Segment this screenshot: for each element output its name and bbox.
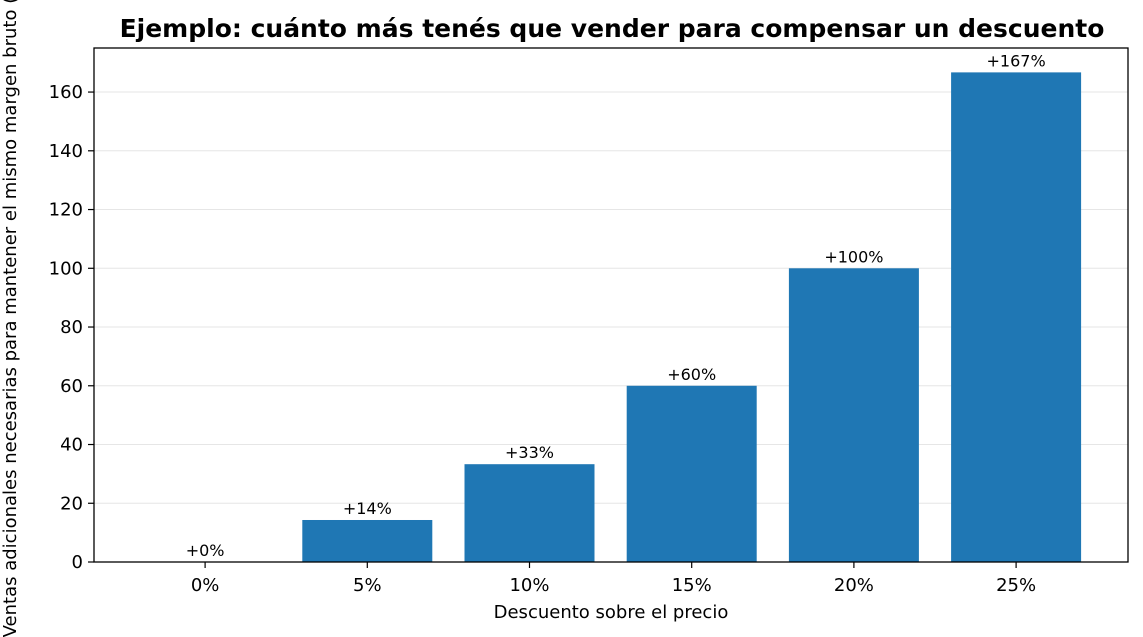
y-tick-label: 0	[72, 552, 83, 573]
y-axis-ticks: 0 20 40 60 80 100 120 140 160	[49, 82, 94, 573]
bars	[302, 72, 1082, 562]
bar	[302, 519, 433, 562]
data-labels: +0% +14% +33% +60% +100% +167%	[186, 51, 1046, 560]
bar	[951, 72, 1082, 562]
x-tick-label: 0%	[191, 575, 220, 596]
plot-frame	[93, 47, 1129, 563]
bar-value-label: +0%	[186, 541, 225, 560]
x-tick-label: 15%	[672, 575, 712, 596]
x-tick-label: 25%	[996, 575, 1036, 596]
y-tick-label: 120	[49, 200, 83, 221]
x-axis-label: Descuento sobre el precio	[494, 602, 729, 623]
y-tick-label: 140	[49, 141, 83, 162]
bar-value-label: +33%	[505, 443, 554, 462]
x-axis-ticks: 0% 5% 10% 15% 20% 25%	[191, 562, 1036, 596]
bar-value-label: +60%	[667, 365, 716, 384]
x-tick-label: 10%	[509, 575, 549, 596]
y-axis-label: Ventas adicionales necesarias para mante…	[0, 0, 21, 637]
y-tick-label: 20	[60, 493, 83, 514]
bar	[464, 464, 595, 562]
bar-value-label: +100%	[824, 247, 883, 266]
y-tick-label: 160	[49, 82, 83, 103]
bar	[626, 385, 757, 562]
grid-lines	[94, 91, 1128, 563]
x-tick-label: 5%	[353, 575, 382, 596]
y-tick-label: 100	[49, 258, 83, 279]
x-tick-label: 20%	[834, 575, 874, 596]
bar	[788, 268, 919, 562]
bar-value-label: +167%	[987, 51, 1046, 70]
y-tick-label: 40	[60, 435, 83, 456]
y-tick-label: 60	[60, 376, 83, 397]
y-tick-label: 80	[60, 317, 83, 338]
chart-title: Ejemplo: cuánto más tenés que vender par…	[120, 14, 1105, 43]
bar-value-label: +14%	[343, 499, 392, 518]
